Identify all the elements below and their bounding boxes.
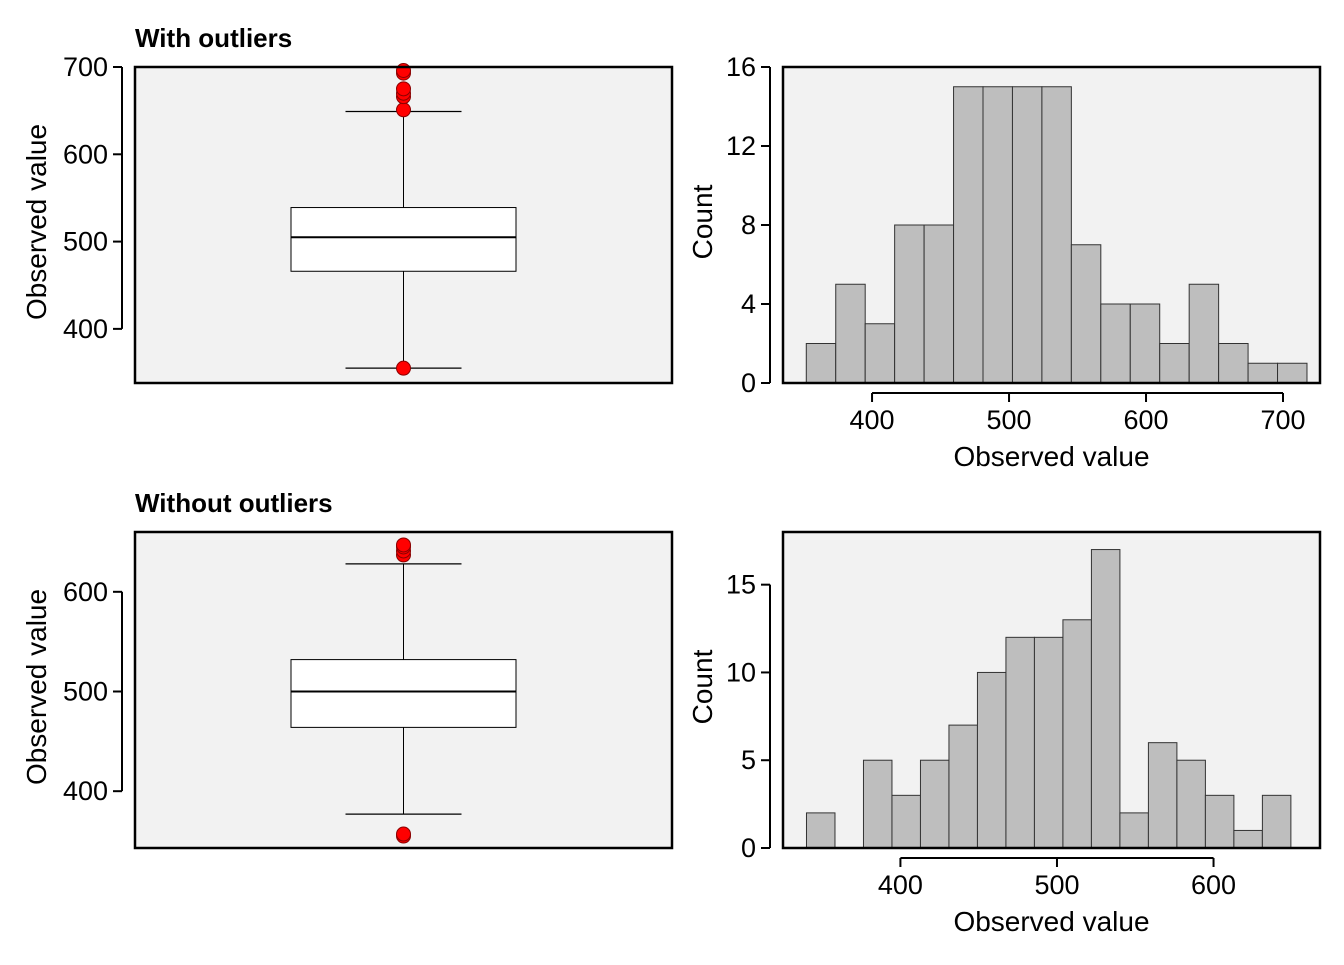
y-tick-label-5: 16 xyxy=(726,52,756,82)
y-tick-label-1: 0 xyxy=(741,368,756,398)
histogram-bar-13 xyxy=(1147,742,1178,849)
y-tick-label-1: 400 xyxy=(63,314,108,344)
histogram-bar-11 xyxy=(1100,303,1131,384)
plot-border xyxy=(781,530,1322,850)
outlier-point-2 xyxy=(396,102,411,118)
x-tick-label-3: 600 xyxy=(1191,870,1236,900)
outlier-point-7 xyxy=(396,62,411,78)
histogram-bar-10 xyxy=(1070,244,1102,384)
histogram-bar-15 xyxy=(1218,343,1249,384)
plot-border xyxy=(133,65,674,385)
histogram-bar-11 xyxy=(1090,549,1121,849)
outlier-point-6 xyxy=(396,537,411,553)
y-tick-label-2: 5 xyxy=(741,745,756,775)
histogram-bar-4 xyxy=(894,224,925,384)
histogram-bar-7 xyxy=(976,671,1007,849)
histogram-bar-8 xyxy=(1011,86,1043,384)
histogram-bar-6 xyxy=(948,724,978,849)
histogram-bar-1 xyxy=(805,812,836,849)
outlier-point-2 xyxy=(396,826,411,842)
histogram-bar-12 xyxy=(1119,812,1149,849)
histogram-bar-1 xyxy=(805,343,837,384)
histogram-bar-5 xyxy=(919,759,950,849)
y-tick-label-4: 15 xyxy=(726,570,756,600)
histogram-bar-15 xyxy=(1204,794,1235,849)
chart-panel-1: 400 500 600 700 Observed value With outliers xyxy=(21,23,674,385)
chart-panel-2: 400 500 600 700 Observed value 0 4 8 12 16 Count xyxy=(687,52,1322,472)
x-axis-label: Observed value xyxy=(953,441,1149,472)
y-axis-label: Observed value xyxy=(21,124,52,320)
y-axis-label: Observed value xyxy=(21,589,52,785)
histogram-bar-12 xyxy=(1129,303,1161,384)
histogram-bar-7 xyxy=(982,86,1013,384)
y-axis-label: Count xyxy=(687,649,718,724)
histogram-bar-6 xyxy=(953,86,984,384)
outlier-point-5 xyxy=(396,81,411,97)
y-tick-label-2: 500 xyxy=(63,227,108,257)
x-tick-label-3: 600 xyxy=(1123,405,1168,435)
histogram-bar-8 xyxy=(1005,636,1035,849)
histogram-bar-2 xyxy=(835,283,866,384)
y-tick-label-3: 10 xyxy=(726,657,756,687)
histogram-bar-3 xyxy=(862,759,893,849)
x-tick-label-1: 400 xyxy=(878,870,923,900)
histogram-bar-3 xyxy=(864,323,896,384)
histogram-bar-4 xyxy=(891,794,921,849)
y-tick-label-4: 700 xyxy=(63,52,108,82)
histogram-bar-16 xyxy=(1247,362,1279,384)
histogram-bar-9 xyxy=(1041,86,1072,384)
x-axis-label: Observed value xyxy=(953,906,1149,937)
y-tick-label-1: 400 xyxy=(63,776,108,806)
box-iqr xyxy=(290,207,517,272)
histogram-bar-17 xyxy=(1277,362,1308,384)
y-tick-label-3: 600 xyxy=(63,139,108,169)
x-tick-label-2: 500 xyxy=(987,405,1032,435)
histogram-bar-14 xyxy=(1188,283,1220,384)
x-tick-label-1: 400 xyxy=(850,405,895,435)
plot-border xyxy=(133,530,674,850)
y-tick-label-2: 500 xyxy=(63,676,108,706)
chart-panel-3: 400 500 600 Observed value Without outliers xyxy=(21,488,674,850)
y-tick-label-3: 600 xyxy=(63,577,108,607)
histogram-bar-9 xyxy=(1033,636,1064,849)
chart-title: Without outliers xyxy=(135,488,333,518)
histogram-bar-14 xyxy=(1176,759,1206,849)
y-tick-label-3: 8 xyxy=(741,210,756,240)
histogram-bar-5 xyxy=(923,224,955,384)
y-tick-label-4: 12 xyxy=(726,131,756,161)
chart-title: With outliers xyxy=(135,23,292,53)
chart-panel-4: 400 500 600 Observed value 0 5 10 15 Count xyxy=(687,530,1322,937)
histogram-bar-16 xyxy=(1233,829,1263,849)
y-tick-label-2: 4 xyxy=(741,289,756,319)
x-tick-label-4: 700 xyxy=(1260,405,1305,435)
x-tick-label-2: 500 xyxy=(1034,870,1079,900)
box-iqr xyxy=(290,659,517,728)
y-axis-label: Count xyxy=(687,184,718,259)
y-tick-label-1: 0 xyxy=(741,833,756,863)
plot-border xyxy=(781,65,1322,385)
outlier-point-1 xyxy=(396,360,411,376)
histogram-bar-13 xyxy=(1159,343,1190,384)
histogram-bar-17 xyxy=(1261,794,1292,849)
histogram-bar-10 xyxy=(1062,619,1092,849)
